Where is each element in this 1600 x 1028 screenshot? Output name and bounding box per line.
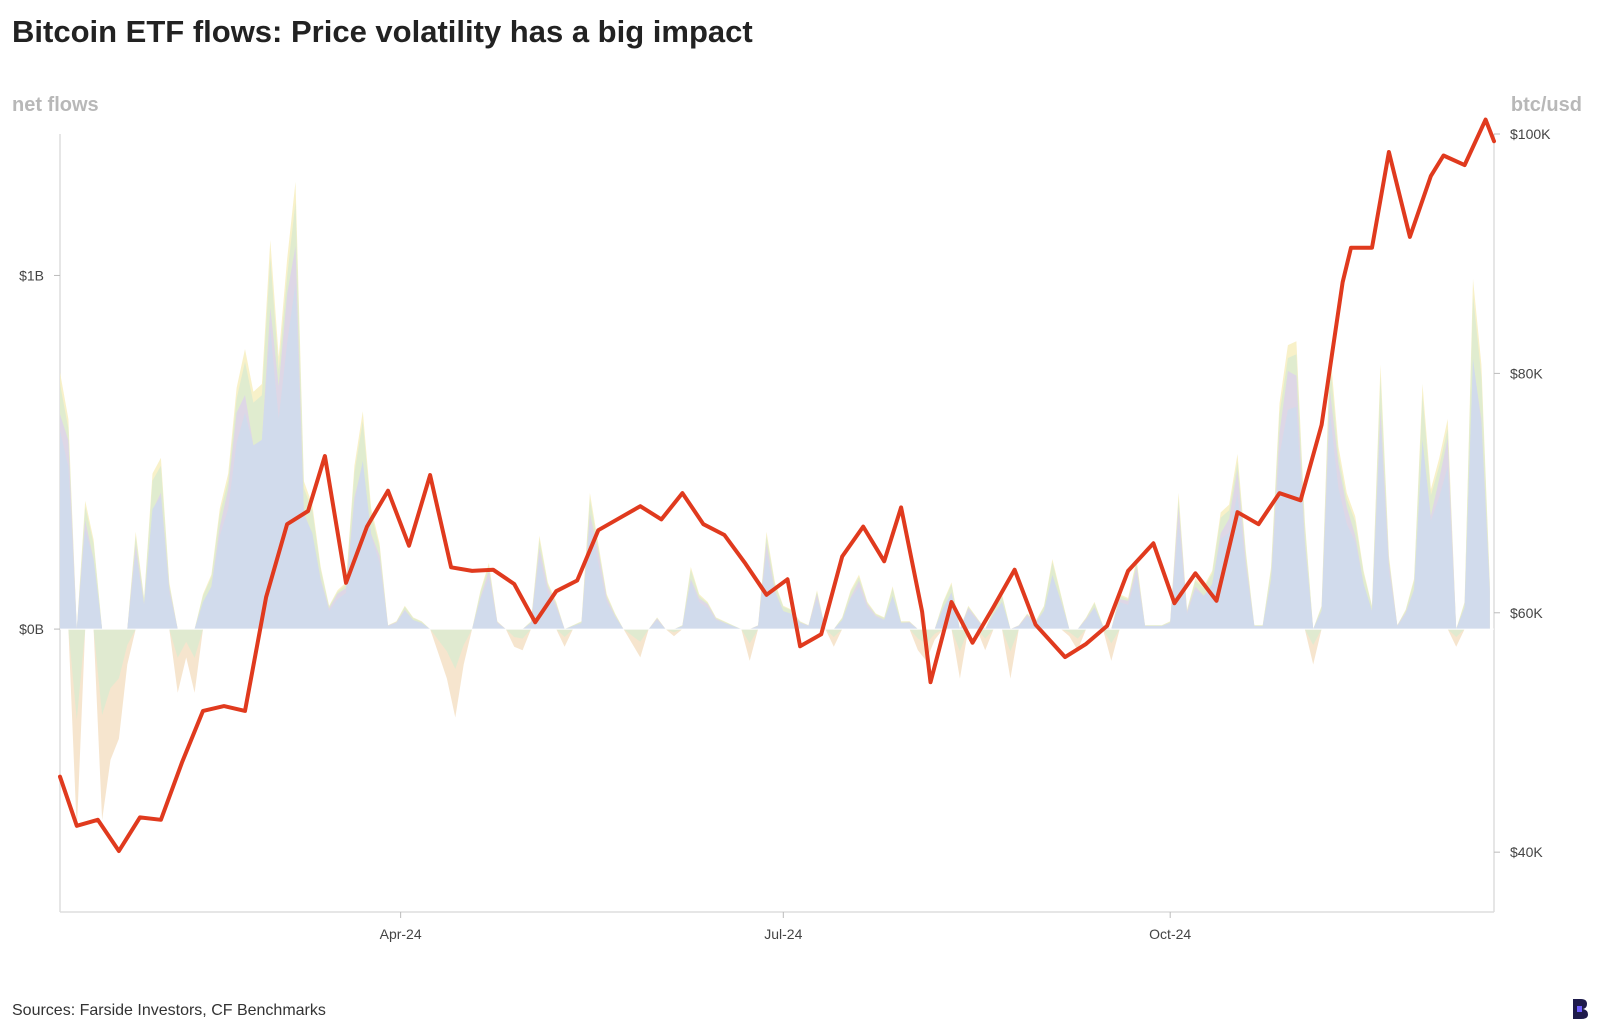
flow-area-orange (60, 629, 1490, 831)
left-tick-label: $0B (19, 621, 44, 637)
btc-price-line (58, 117, 1496, 853)
right-tick-label: $80K (1510, 365, 1543, 381)
x-tick-label: Oct-24 (1149, 926, 1191, 942)
left-tick-label: $1B (19, 267, 44, 283)
chart-title: Bitcoin ETF flows: Price volatility has … (12, 14, 753, 49)
flow-area-blue (60, 283, 1490, 630)
right-tick-label: $60K (1510, 605, 1543, 621)
right-tick-label: $40K (1510, 844, 1543, 860)
brand-logo-icon (1573, 999, 1588, 1019)
x-tick-label: Apr-24 (380, 926, 422, 942)
right-tick-label: $100K (1510, 126, 1551, 142)
source-note: Sources: Farside Investors, CF Benchmark… (12, 1002, 326, 1019)
flow-area-green-neg (60, 629, 1490, 720)
right-axis-caption: btc/usd (1510, 94, 1582, 116)
x-tick-label: Jul-24 (764, 926, 802, 942)
left-axis-caption: net flows (12, 94, 99, 116)
